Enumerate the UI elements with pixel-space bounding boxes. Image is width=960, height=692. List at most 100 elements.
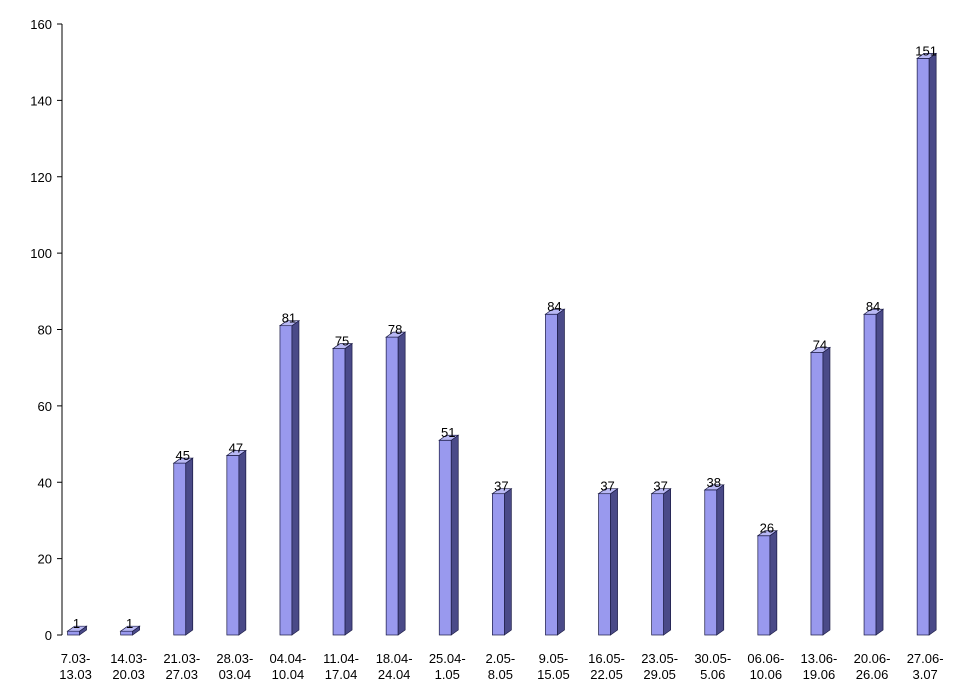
x-tick-label: 27.06-3.07 bbox=[907, 651, 944, 682]
bar-top bbox=[703, 484, 725, 491]
x-tick-label: 18.04-24.04 bbox=[376, 651, 413, 682]
bar-side bbox=[344, 342, 353, 636]
bar-side bbox=[663, 488, 672, 636]
data-label: 37 bbox=[653, 479, 667, 494]
bar-front bbox=[332, 348, 346, 636]
bar-top bbox=[650, 488, 672, 495]
bar-top bbox=[438, 434, 460, 441]
bar-side bbox=[397, 331, 406, 636]
bar bbox=[544, 308, 566, 636]
labels: 1 7.03-13.03 1 14.03-20.03 45 21.03-27.03 47 28… bbox=[59, 43, 943, 682]
y-tick-label: 80 bbox=[38, 323, 52, 338]
bar bbox=[703, 484, 725, 636]
bar-front bbox=[385, 336, 399, 636]
bar-side bbox=[238, 449, 247, 636]
data-label: 37 bbox=[600, 479, 614, 494]
axes: 0 20 40 60 80 100 120 140 160 bbox=[30, 17, 63, 643]
bar bbox=[119, 625, 141, 636]
data-label: 151 bbox=[915, 43, 937, 58]
x-tick-label: 21.03-27.03 bbox=[163, 651, 200, 682]
y-tick-label: 100 bbox=[30, 246, 52, 261]
bar bbox=[278, 320, 301, 636]
bar bbox=[438, 434, 460, 636]
x-tick-label: 16.05-22.05 bbox=[588, 651, 625, 682]
bar-side bbox=[769, 530, 778, 636]
bar-side bbox=[450, 434, 459, 636]
data-label: 45 bbox=[176, 448, 190, 463]
bar bbox=[597, 488, 619, 636]
bar bbox=[756, 530, 778, 636]
bar-front bbox=[598, 493, 611, 636]
bar bbox=[225, 449, 247, 636]
bar-top bbox=[916, 53, 938, 59]
bar bbox=[385, 331, 407, 636]
bar-front bbox=[226, 455, 240, 636]
bar-front bbox=[704, 489, 718, 636]
bar-front bbox=[173, 462, 187, 636]
bar-side bbox=[610, 488, 618, 636]
bar bbox=[916, 52, 938, 636]
bar-side bbox=[716, 484, 725, 636]
data-label: 1 bbox=[73, 616, 80, 631]
data-label: 26 bbox=[760, 521, 774, 536]
bar-top bbox=[597, 488, 619, 495]
x-tick-label: 9.05-15.05 bbox=[537, 651, 570, 682]
bar-side bbox=[822, 346, 831, 636]
data-label: 75 bbox=[335, 334, 349, 349]
bar-side bbox=[928, 52, 937, 636]
y-tick-label: 160 bbox=[30, 17, 52, 32]
data-label: 51 bbox=[441, 425, 455, 440]
bar-side bbox=[875, 308, 884, 636]
bar-front bbox=[863, 313, 877, 636]
bar-front bbox=[810, 352, 824, 636]
bar bbox=[809, 346, 832, 636]
bar-front bbox=[120, 630, 134, 636]
x-tick-label: 06.06-10.06 bbox=[747, 651, 784, 682]
bar-front bbox=[651, 493, 665, 636]
bar-front bbox=[545, 313, 558, 636]
x-tick-label: 28.03-03.04 bbox=[216, 651, 253, 682]
x-tick-label: 2.05-8.05 bbox=[486, 651, 516, 682]
bar-side bbox=[557, 308, 565, 636]
bar-side bbox=[504, 488, 512, 636]
bar-top bbox=[491, 488, 513, 495]
x-tick-label: 7.03-13.03 bbox=[59, 651, 92, 682]
y-tick-label: 60 bbox=[38, 399, 52, 414]
bar-front bbox=[757, 535, 771, 636]
data-label: 47 bbox=[229, 441, 243, 456]
bar-top bbox=[385, 331, 407, 338]
bar-front bbox=[438, 439, 452, 636]
x-tick-label: 25.04-1.05 bbox=[429, 651, 466, 682]
y-tick-label: 20 bbox=[38, 552, 52, 567]
x-tick-label: 13.06-19.06 bbox=[801, 651, 838, 682]
bar-front bbox=[916, 58, 930, 636]
x-tick-label: 20.06-26.06 bbox=[854, 651, 891, 682]
x-tick-label: 11.04-17.04 bbox=[323, 651, 359, 682]
y-tick-label: 140 bbox=[30, 93, 52, 108]
data-label: 78 bbox=[388, 322, 402, 337]
bar-side bbox=[185, 457, 194, 636]
bar bbox=[862, 308, 885, 636]
x-tick-label: 04.04-10.04 bbox=[270, 651, 307, 682]
bar-front bbox=[67, 630, 80, 636]
bar-top bbox=[809, 347, 832, 353]
data-label: 84 bbox=[547, 299, 561, 314]
bar-top bbox=[172, 457, 194, 464]
y-tick-label: 40 bbox=[38, 475, 52, 490]
bar bbox=[650, 488, 672, 636]
data-label: 84 bbox=[866, 299, 880, 314]
data-label: 74 bbox=[813, 337, 827, 352]
x-tick-label: 30.05-5.06 bbox=[694, 651, 731, 682]
data-label: 1 bbox=[126, 616, 133, 631]
bar-front bbox=[492, 493, 505, 636]
bar-top bbox=[278, 320, 301, 327]
bar-top bbox=[66, 625, 88, 632]
bar bbox=[491, 488, 513, 636]
data-label: 38 bbox=[707, 475, 721, 490]
x-tick-label: 14.03-20.03 bbox=[110, 651, 147, 682]
data-label: 81 bbox=[282, 311, 296, 326]
bar bbox=[172, 457, 194, 636]
data-label: 37 bbox=[494, 479, 508, 494]
y-tick-label: 120 bbox=[30, 170, 52, 185]
